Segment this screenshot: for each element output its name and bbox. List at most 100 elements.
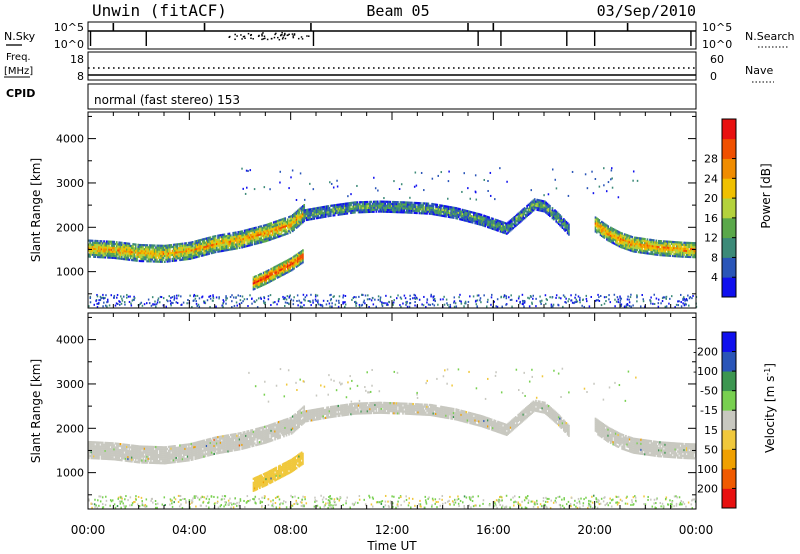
day-band-cell (419, 212, 422, 215)
evening-band-cell (162, 448, 165, 451)
ground-scatter-cell (288, 303, 290, 306)
ground-scatter-cell (225, 302, 227, 305)
nsky-point (292, 35, 294, 37)
evening-band-cell (101, 246, 104, 249)
evening-band-cell (279, 225, 281, 228)
ground-scatter-cell (299, 301, 302, 304)
evening-band-cell (174, 450, 176, 454)
dawn-patch-cell (265, 280, 268, 283)
day-band-cell (435, 203, 437, 206)
dawn-patch-cell (288, 268, 290, 271)
late-band-cell (651, 249, 654, 252)
ground-scatter-cell (685, 299, 687, 302)
day-band-cell (421, 206, 423, 209)
day-band-cell (492, 217, 494, 220)
evening-band-cell (266, 227, 269, 230)
evening-band-cell (265, 227, 268, 231)
evening-band-cell (183, 244, 185, 247)
ground-scatter-cell (619, 297, 621, 300)
evening-band-cell (229, 244, 232, 247)
late-band-cell (609, 238, 612, 241)
ground-scatter-cell (599, 294, 602, 297)
evening-band-cell (150, 451, 152, 454)
evening-band-cell (147, 256, 150, 259)
late-band-cell (675, 255, 678, 258)
late-band-cell (664, 248, 667, 251)
evening-band-cell (259, 237, 261, 240)
day-band-cell (342, 202, 345, 206)
evening-band-cell (181, 248, 184, 251)
dawn-patch-cell (288, 260, 290, 263)
day-band-cell (561, 226, 564, 230)
ground-scatter-cell (430, 295, 432, 298)
ground-scatter-cell (201, 296, 203, 299)
evening-band-cell (153, 455, 156, 459)
day-band-cell (487, 221, 489, 225)
day-band-cell (475, 222, 478, 225)
evening-band-cell (181, 256, 184, 259)
evening-band-cell (193, 252, 195, 255)
day-band-cell (547, 207, 550, 210)
late-band-cell (604, 229, 607, 232)
evening-band-cell (94, 239, 97, 243)
day-band-cell (438, 210, 441, 213)
day-band-cell (518, 221, 521, 224)
evening-band-cell (147, 457, 150, 460)
evening-band-cell (231, 236, 233, 239)
ground-scatter-cell (196, 294, 199, 297)
ground-scatter-cell (363, 299, 365, 302)
ground-scatter-cell (329, 294, 331, 297)
evening-band-cell (221, 235, 223, 239)
evening-band-cell (98, 443, 100, 446)
ground-scatter-cell (89, 297, 92, 300)
evening-band-cell (281, 224, 284, 227)
day-band-cell (532, 201, 535, 204)
late-band-cell (679, 247, 682, 250)
day-band-cell (426, 208, 428, 211)
evening-band-cell (161, 454, 164, 457)
dawn-patch-cell (293, 255, 295, 258)
evening-band-cell (161, 450, 164, 453)
evening-band-cell (127, 250, 129, 253)
dawn-patch-cell (269, 280, 271, 283)
power-colorbar-swatch (722, 237, 736, 258)
late-band-cell (628, 239, 631, 242)
ground-scatter-cell (588, 305, 591, 308)
evening-band-cell (257, 225, 260, 229)
evening-band-cell (157, 244, 160, 247)
ground-scatter-cell (126, 293, 128, 296)
ground-scatter-cell (396, 297, 398, 300)
sparse-cell (288, 187, 290, 190)
day-band-cell (411, 201, 413, 204)
dawn-patch-cell (291, 262, 294, 265)
evening-band-cell (186, 255, 189, 259)
evening-band-cell (139, 253, 142, 257)
evening-band-cell (217, 234, 219, 237)
day-band-cell (535, 200, 537, 203)
day-band-cell (346, 212, 349, 215)
day-band-cell (347, 208, 350, 211)
evening-band-cell (270, 222, 273, 225)
evening-band-cell (171, 461, 174, 464)
evening-band-cell (267, 233, 270, 236)
evening-band-cell (105, 244, 108, 247)
ground-scatter-cell (665, 305, 668, 308)
day-band-cell (512, 217, 515, 220)
ground-scatter-cell (150, 304, 153, 307)
evening-band-cell (203, 238, 205, 241)
late-band-cell (608, 227, 611, 231)
evening-band-cell (112, 254, 114, 257)
late-band-cell (674, 241, 677, 244)
late-band-cell (658, 247, 660, 251)
ground-scatter-cell (510, 294, 512, 297)
evening-band-cell (166, 248, 169, 251)
day-band-cell (564, 221, 566, 224)
evening-band-cell (152, 254, 155, 257)
evening-band-cell (196, 245, 199, 248)
evening-band-cell (238, 242, 241, 246)
evening-band-cell (295, 212, 298, 215)
late-band-cell (651, 239, 654, 242)
day-band-cell (331, 208, 333, 211)
day-band-cell (388, 210, 390, 213)
day-band-cell (474, 220, 477, 223)
